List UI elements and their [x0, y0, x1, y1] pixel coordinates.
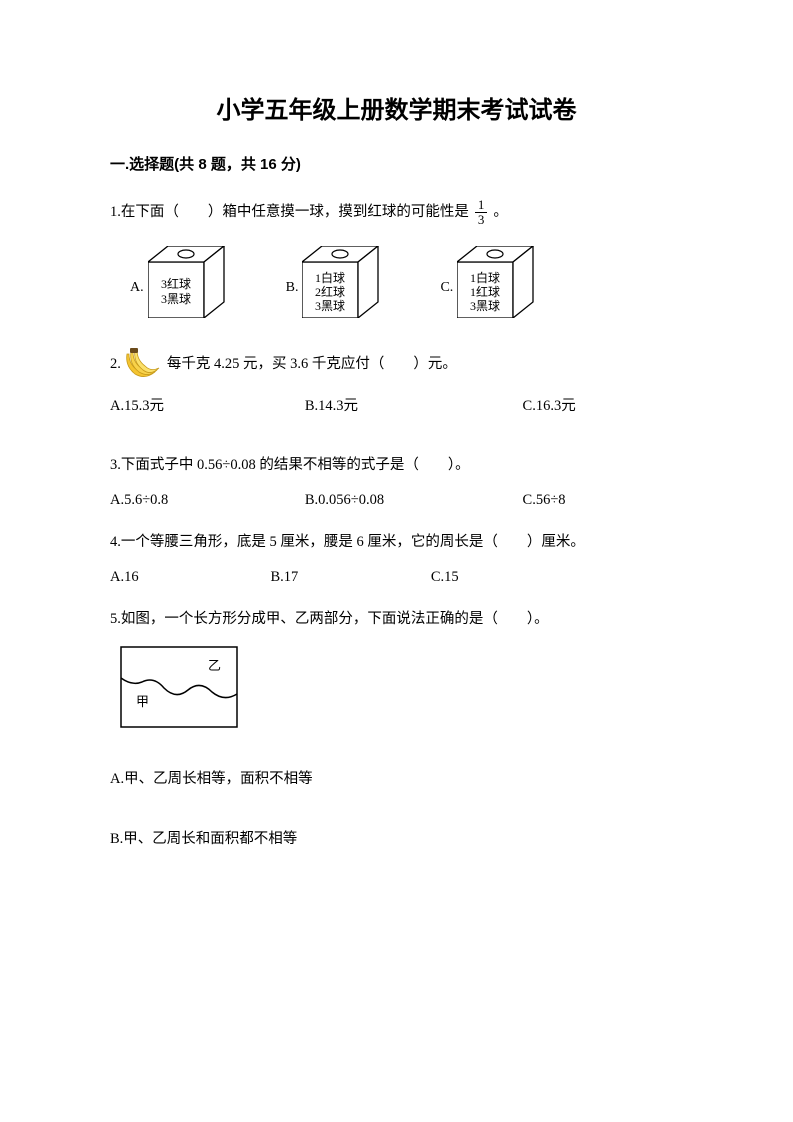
q4-option-a: A.16: [110, 565, 270, 590]
q3-options: A.5.6÷0.8 B.0.056÷0.08 C.56÷8: [110, 488, 683, 513]
q5-option-a: A.甲、乙周长相等，面积不相等: [110, 767, 683, 792]
q2-options: A.15.3元 B.14.3元 C.16.3元: [110, 394, 683, 419]
banana-icon: [121, 348, 161, 380]
page-title: 小学五年级上册数学期末考试试卷: [110, 90, 683, 125]
question-1: 1.在下面（ ）箱中任意摸一球，摸到红球的可能性是 1 3 。 A. 3红球 3…: [110, 198, 683, 318]
q2-option-a: A.15.3元: [110, 394, 305, 419]
fraction-denominator: 3: [475, 213, 488, 227]
section-1-header: 一.选择题(共 8 题，共 16 分): [110, 153, 683, 174]
q4-options: A.16 B.17 C.15: [110, 565, 683, 590]
q1-a-letter: A.: [130, 276, 144, 300]
q1-c-letter: C.: [440, 276, 453, 300]
box-b-line2: 2红球: [315, 284, 345, 299]
box-c-line2: 1红球: [470, 284, 500, 299]
q5-option-b: B.甲、乙周长和面积都不相等: [110, 827, 683, 852]
fraction-one-third: 1 3: [475, 198, 488, 226]
rectangle-split-icon: 甲 乙: [120, 646, 238, 728]
q5-figure: 甲 乙: [120, 646, 683, 737]
q5-label-yi: 乙: [208, 658, 221, 673]
question-2: 2. 每千克 4.25 元，买 3.6 千克应付（ ）元。 A.15.3元 B.…: [110, 348, 683, 419]
box-icon-a: 3红球 3黑球: [148, 246, 226, 318]
q2-text: 每千克 4.25 元，买 3.6 千克应付（ ）元。: [167, 352, 457, 377]
q1-b-letter: B.: [286, 276, 299, 300]
question-3: 3.下面式子中 0.56÷0.08 的结果不相等的式子是（ ）。 A.5.6÷0…: [110, 453, 683, 512]
question-5: 5.如图，一个长方形分成甲、乙两部分，下面说法正确的是（ ）。 甲 乙 A.甲、…: [110, 607, 683, 852]
q1-text-pre: 1.在下面（ ）箱中任意摸一球，摸到红球的可能性是: [110, 200, 469, 225]
q3-option-b: B.0.056÷0.08: [305, 488, 523, 513]
box-c-line1: 1白球: [470, 270, 500, 285]
q1-stem: 1.在下面（ ）箱中任意摸一球，摸到红球的可能性是 1 3 。: [110, 198, 683, 226]
box-icon-c: 1白球 1红球 3黑球: [457, 246, 535, 318]
q5-label-jia: 甲: [136, 694, 149, 709]
box-a-line2: 3黑球: [161, 292, 191, 306]
q1-option-a: A. 3红球 3黑球: [130, 246, 226, 318]
q1-text-post: 。: [493, 200, 508, 225]
box-b-line1: 1白球: [315, 270, 345, 285]
box-c-line3: 3黑球: [470, 299, 500, 313]
exam-page: 小学五年级上册数学期末考试试卷 一.选择题(共 8 题，共 16 分) 1.在下…: [0, 0, 793, 1122]
q4-stem: 4.一个等腰三角形，底是 5 厘米，腰是 6 厘米，它的周长是（ ）厘米。: [110, 530, 683, 555]
q1-option-c: C. 1白球 1红球 3黑球: [440, 246, 535, 318]
q4-option-b: B.17: [270, 565, 430, 590]
q2-option-c: C.16.3元: [523, 394, 683, 419]
q5-stem: 5.如图，一个长方形分成甲、乙两部分，下面说法正确的是（ ）。: [110, 607, 683, 632]
q1-option-b: B. 1白球 2红球 3黑球: [286, 246, 381, 318]
q3-stem: 3.下面式子中 0.56÷0.08 的结果不相等的式子是（ ）。: [110, 453, 683, 478]
q1-options-row: A. 3红球 3黑球 B. 1白球: [130, 246, 683, 318]
box-a-line1: 3红球: [161, 276, 191, 291]
fraction-numerator: 1: [475, 198, 488, 213]
q2-option-b: B.14.3元: [305, 394, 523, 419]
q4-option-c: C.15: [431, 565, 591, 590]
q2-stem: 2. 每千克 4.25 元，买 3.6 千克应付（ ）元。: [110, 348, 683, 380]
q2-number: 2.: [110, 352, 121, 377]
q3-option-a: A.5.6÷0.8: [110, 488, 305, 513]
q3-option-c: C.56÷8: [523, 488, 683, 513]
question-4: 4.一个等腰三角形，底是 5 厘米，腰是 6 厘米，它的周长是（ ）厘米。 A.…: [110, 530, 683, 589]
box-b-line3: 3黑球: [315, 299, 345, 313]
box-icon-b: 1白球 2红球 3黑球: [302, 246, 380, 318]
